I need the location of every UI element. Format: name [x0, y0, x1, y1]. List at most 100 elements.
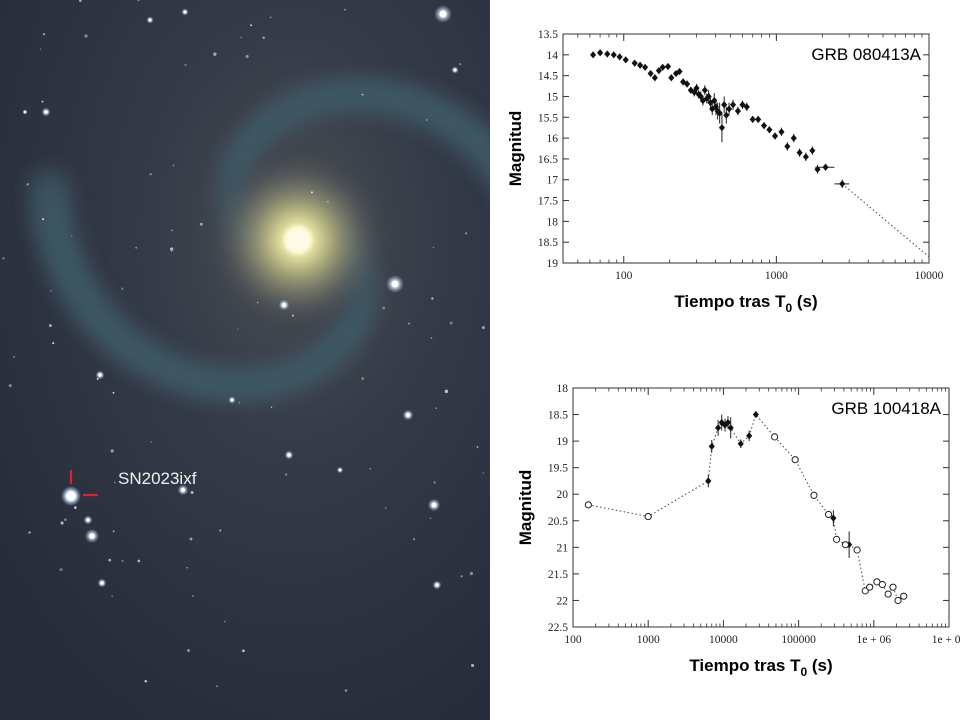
faint-star	[250, 24, 253, 27]
x-tick-label: 1000	[765, 270, 788, 282]
data-point	[616, 53, 623, 61]
x-tick-label: 1000	[637, 634, 660, 646]
faint-star	[52, 342, 55, 345]
y-tick-label: 17	[547, 175, 559, 187]
y-tick-label: 18.5	[538, 237, 558, 249]
faint-star	[256, 301, 259, 304]
data-point	[790, 134, 797, 142]
data-point	[737, 440, 744, 448]
faint-star	[74, 506, 77, 510]
faint-star	[361, 93, 364, 96]
supernova	[61, 486, 81, 506]
data-point-open	[791, 456, 799, 464]
y-tick-label: 17.5	[538, 196, 558, 208]
star	[44, 110, 48, 114]
data-point	[707, 99, 714, 107]
faint-star	[481, 326, 485, 330]
chart-title: GRB 080413A	[811, 45, 921, 64]
faint-star	[42, 218, 45, 221]
connecting-line	[588, 413, 905, 602]
y-tick-label: 16	[547, 133, 559, 145]
faint-star	[469, 571, 474, 576]
star	[287, 453, 291, 457]
star	[439, 10, 447, 18]
x-axis-title-subscript: 0	[785, 301, 792, 315]
y-tick-label: 14.5	[538, 71, 558, 83]
data-point-open	[771, 433, 779, 441]
data-point	[743, 103, 750, 111]
star	[391, 280, 399, 288]
data-point	[716, 109, 723, 117]
star	[86, 518, 90, 522]
faint-star	[121, 560, 124, 562]
x-tick-label: 100000	[781, 634, 816, 646]
faint-star	[435, 407, 438, 409]
supernova-label: SN2023ixf	[118, 469, 197, 488]
faint-star	[344, 8, 346, 11]
faint-star	[39, 48, 42, 50]
y-tick-label: 21.5	[548, 569, 568, 581]
data-point	[778, 128, 785, 136]
data-point-open	[584, 501, 592, 509]
data-point-open	[889, 583, 897, 591]
data-point	[822, 163, 829, 171]
data-point	[809, 146, 816, 155]
data-point-open	[866, 583, 874, 591]
faint-star	[48, 324, 52, 328]
data-point	[647, 69, 654, 78]
faint-star	[238, 401, 241, 404]
faint-star	[327, 200, 329, 203]
faint-star	[476, 446, 479, 448]
data-point-open	[644, 512, 652, 521]
star	[100, 581, 104, 585]
data-point	[721, 421, 729, 429]
data-point-open	[810, 491, 818, 499]
data-point	[676, 67, 683, 76]
y-tick-label: 20	[557, 489, 569, 501]
data-point	[802, 153, 809, 161]
star	[435, 583, 439, 587]
x-tick-label: 100	[615, 270, 633, 282]
faint-star	[41, 100, 44, 103]
faint-star	[172, 164, 175, 167]
y-axis-title: Magnitud	[516, 470, 535, 546]
plot-frame	[572, 387, 950, 628]
data-point	[631, 59, 638, 67]
faint-star	[111, 595, 113, 598]
data-point	[695, 90, 702, 98]
data-point-open	[878, 580, 886, 589]
faint-star	[408, 322, 411, 325]
faint-star	[64, 518, 67, 522]
light-curve-chart-2: 18 18.5 19 19.5 20 20.5 21 21.5 22 22.5 100 1000 100…	[505, 378, 960, 688]
galaxy-photo	[0, 0, 490, 720]
data-point	[622, 56, 629, 64]
y-tick-label: 20.5	[548, 516, 568, 528]
data-point	[708, 442, 715, 451]
y-tick-label: 19	[547, 258, 559, 270]
faint-star	[110, 449, 114, 453]
data-point	[705, 92, 712, 101]
data-point	[721, 101, 728, 109]
data-point	[718, 124, 726, 132]
faint-star	[60, 521, 64, 525]
faint-star	[42, 33, 46, 36]
faint-star	[26, 183, 29, 186]
faint-star	[432, 246, 435, 249]
data-point	[659, 63, 666, 71]
x-tick-label: 1e + 06	[857, 634, 892, 646]
faint-star	[113, 481, 116, 484]
data-point	[830, 514, 837, 522]
faint-star	[240, 36, 242, 39]
star	[405, 412, 411, 418]
data-point	[637, 61, 644, 69]
faint-star	[344, 689, 348, 692]
faint-star	[444, 389, 449, 394]
star	[89, 533, 95, 539]
faint-star	[187, 649, 190, 652]
x-axis-title-suffix: (s)	[792, 292, 818, 311]
star	[148, 18, 152, 22]
data-point	[766, 126, 773, 134]
data-point	[703, 94, 710, 103]
arm-blob	[485, 160, 490, 187]
data-point	[642, 63, 649, 71]
